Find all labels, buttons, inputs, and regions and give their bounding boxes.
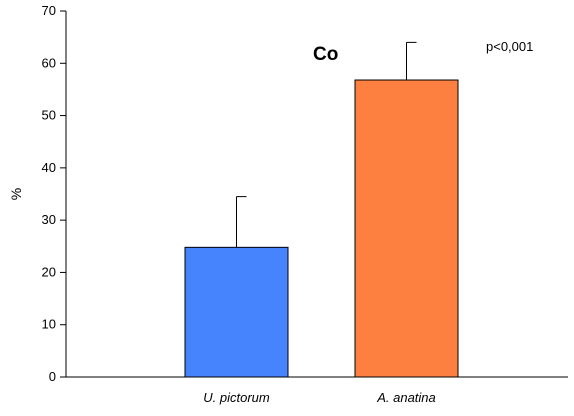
y-tick-label: 40: [42, 160, 56, 175]
y-tick-label: 10: [42, 317, 56, 332]
p-value-annotation: p<0,001: [486, 39, 533, 54]
y-tick-label: 60: [42, 55, 56, 70]
y-tick-label: 30: [42, 212, 56, 227]
y-tick-label: 50: [42, 108, 56, 123]
bars: [184, 79, 459, 378]
error-bars: [236, 41, 417, 248]
y-tick-label: 0: [49, 369, 56, 384]
y-tick-label: 20: [42, 264, 56, 279]
axes: [65, 11, 568, 378]
y-tick-label: 70: [42, 3, 56, 18]
bar: [184, 246, 289, 378]
y-ticks: 0 10 20 30 40 50 60 70: [42, 3, 66, 384]
bar: [354, 79, 459, 378]
chart-title: Co: [313, 44, 338, 65]
x-tick-label: U. pictorum: [203, 390, 270, 405]
x-tick-labels: U. pictorum A. anatina: [203, 390, 436, 405]
x-tick-label: A. anatina: [376, 390, 436, 405]
y-axis-label: %: [8, 188, 24, 200]
